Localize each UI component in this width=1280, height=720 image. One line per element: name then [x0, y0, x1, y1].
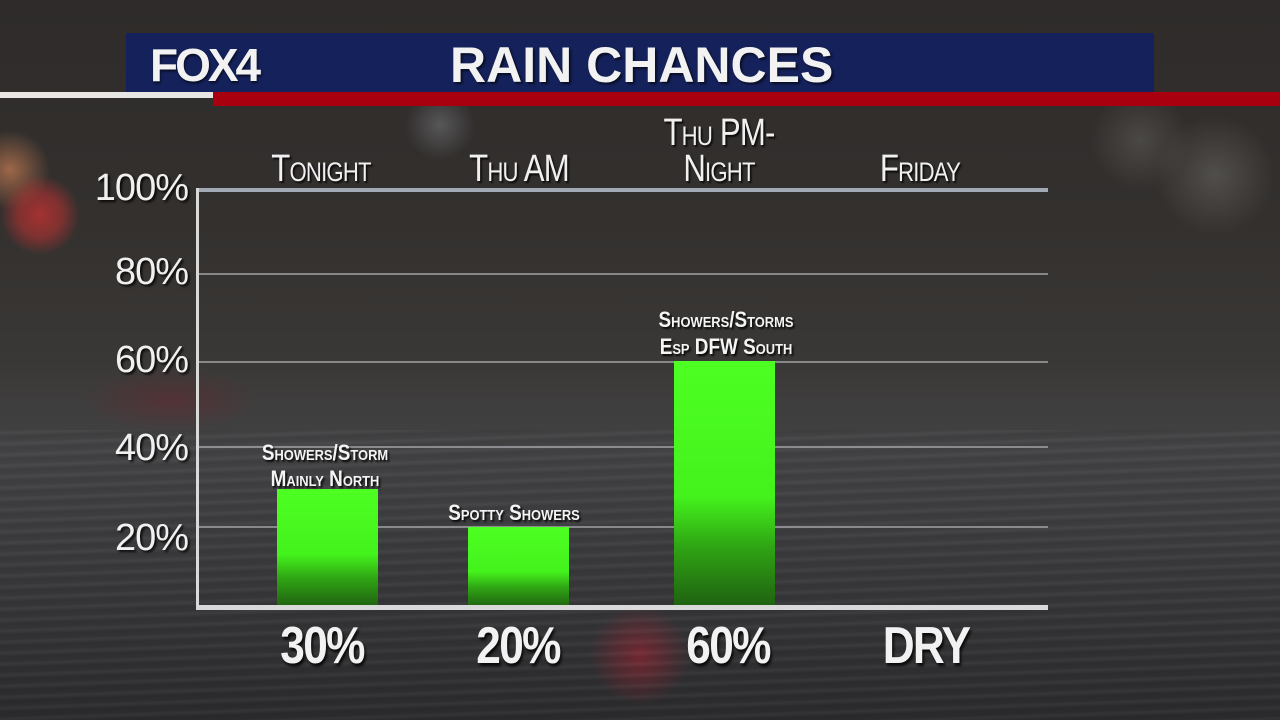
gridline-40	[198, 446, 1048, 448]
gridline-20	[198, 526, 1048, 528]
category-tonight: Tonight	[271, 148, 371, 190]
gridline-100	[198, 188, 1048, 192]
ytick-80: 80%	[114, 251, 189, 293]
annotation-tonight-line1: Showers/Storm	[261, 440, 389, 465]
value-tonight: 30%	[280, 617, 365, 675]
category-thu-pm-night-line2: Night	[683, 148, 755, 190]
red-stripe	[213, 92, 1280, 106]
annotation-thu-pm-line1: Showers/Storms	[658, 307, 794, 332]
white-stripe	[0, 92, 213, 98]
annotation-thu-pm-line2: Esp DFW South	[659, 334, 793, 359]
background-rain-photo	[0, 430, 1280, 720]
title-banner	[126, 33, 1154, 92]
annotation-thu-am: Spotty Showers	[448, 500, 580, 525]
chart-title: RAIN CHANCES	[450, 37, 834, 93]
value-thu-am: 20%	[476, 617, 561, 675]
annotation-tonight-line2: Mainly North	[270, 466, 380, 491]
category-friday: Friday	[879, 148, 961, 190]
ytick-20: 20%	[114, 517, 189, 559]
fox4-logo: FOX4	[150, 39, 261, 91]
x-axis	[196, 605, 1048, 610]
y-axis	[196, 188, 199, 610]
value-friday: DRY	[882, 617, 971, 675]
ytick-40: 40%	[114, 427, 189, 469]
ytick-60: 60%	[114, 339, 189, 381]
category-thu-pm-night-line1: Thu PM-	[663, 112, 775, 154]
gridline-60	[198, 361, 1048, 363]
gridline-80	[198, 273, 1048, 275]
bar-thu-pm-night	[674, 361, 775, 608]
value-thu-pm-night: 60%	[686, 617, 771, 675]
ytick-100: 100%	[94, 167, 189, 209]
bar-thu-am	[468, 527, 569, 608]
bar-tonight	[277, 489, 378, 608]
category-thu-am: Thu AM	[469, 148, 570, 190]
